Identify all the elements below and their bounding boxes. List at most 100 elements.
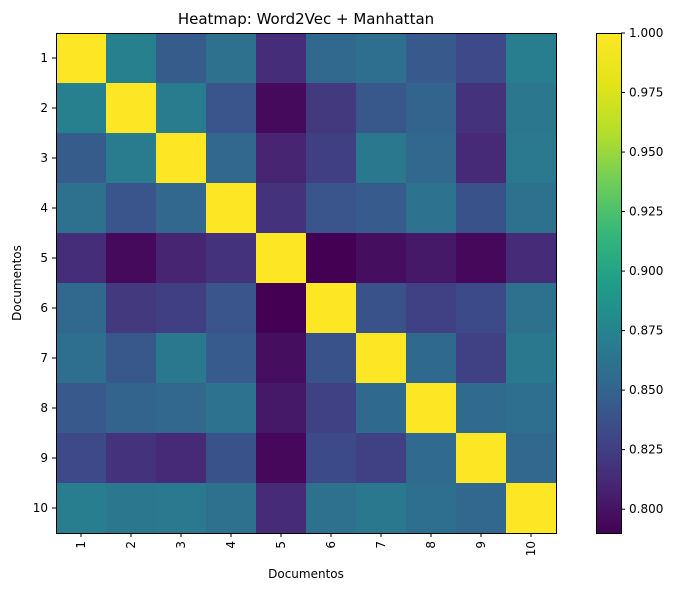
heatmap-cell [356,233,407,284]
colorbar-ticks: 0.800 0.825 0.850 0.875 0.900 0.925 0.950 0.975… [621,26,663,516]
heatmap-cell [306,483,357,534]
heatmap-cell [506,483,557,534]
y-axis-label: Documentos [10,245,24,321]
heatmap-cell [56,283,107,334]
heatmap-cell [256,483,307,534]
heatmap-cell [256,433,307,484]
heatmap-cell [106,83,157,134]
heatmap-cell [306,133,357,184]
heatmap-cell [506,433,557,484]
heatmap-cell [406,83,457,134]
x-tick-label: 7 [374,541,388,549]
colorbar-tick-label: 0.800 [629,502,663,516]
heatmap-cell [256,183,307,234]
heatmap-cell [406,383,457,434]
y-tick-label: 9 [40,451,48,465]
heatmap-cell [206,283,257,334]
heatmap-cell [506,83,557,134]
y-tick-label: 6 [40,301,48,315]
heatmap-cell [156,183,207,234]
y-tick-label: 8 [40,401,48,415]
heatmap-cell [306,83,357,134]
heatmap-cell [456,133,507,184]
x-tick-label: 2 [124,541,138,549]
y-tick-label: 3 [40,151,48,165]
heatmap-cell [456,383,507,434]
heatmap-cell [206,183,257,234]
heatmap-cell [106,33,157,84]
heatmap-cell [106,483,157,534]
x-tick-label: 5 [274,541,288,549]
colorbar-tick-label: 0.850 [629,383,663,397]
heatmap-cell [206,83,257,134]
heatmap-cell [56,33,107,84]
heatmap-cell [356,333,407,384]
heatmap-cell [506,333,557,384]
heatmap-cell [406,333,457,384]
heatmap-cell [206,233,257,284]
heatmap-cell [206,433,257,484]
colorbar-tick-label: 0.900 [629,264,663,278]
heatmap-cell [56,333,107,384]
heatmap-cell [306,433,357,484]
heatmap-cell [306,383,357,434]
colorbar-tick-label: 0.825 [629,443,663,457]
heatmap-cell [256,83,307,134]
heatmap-cell [256,133,307,184]
heatmap-cell [406,283,457,334]
heatmap-cell [256,333,307,384]
heatmap-cell [106,433,157,484]
heatmap-cell [506,233,557,284]
heatmap-cell [356,383,407,434]
y-axis-ticks: 1 2 3 4 5 6 7 8 9 10 [33,51,56,515]
heatmap-cell [406,233,457,284]
colorbar [596,33,621,534]
heatmap-cell [306,33,357,84]
heatmap-cell [106,333,157,384]
heatmap-cell [356,433,407,484]
y-tick-label: 4 [40,201,48,215]
heatmap-cell [56,433,107,484]
heatmap-cell [56,83,107,134]
heatmap-cells [56,33,557,534]
heatmap-cell [456,333,507,384]
heatmap-cell [156,283,207,334]
heatmap-cell [306,333,357,384]
x-tick-label: 6 [324,541,338,549]
heatmap-cell [106,133,157,184]
heatmap-cell [356,83,407,134]
heatmap-cell [156,33,207,84]
x-tick-label: 10 [524,541,538,556]
heatmap-cell [306,183,357,234]
heatmap-cell [256,283,307,334]
heatmap-cell [206,333,257,384]
heatmap-frame [56,33,557,534]
chart-title: Heatmap: Word2Vec + Manhattan [178,10,434,28]
colorbar-tick-label: 0.925 [629,205,663,219]
heatmap-cell [256,233,307,284]
heatmap-cell [56,383,107,434]
heatmap-cell [506,183,557,234]
heatmap-cell [56,233,107,284]
heatmap-cell [456,183,507,234]
heatmap-cell [506,383,557,434]
heatmap-cell [206,33,257,84]
heatmap-cell [506,33,557,84]
heatmap-cell [356,33,407,84]
heatmap-cell [456,483,507,534]
heatmap-cell [56,483,107,534]
heatmap-cell [256,33,307,84]
heatmap-cell [356,183,407,234]
heatmap-cell [456,233,507,284]
heatmap-cell [106,383,157,434]
heatmap-cell [156,483,207,534]
heatmap-cell [406,183,457,234]
heatmap-cell [256,383,307,434]
heatmap-cell [456,83,507,134]
heatmap-cell [106,233,157,284]
x-axis-label: Documentos [268,567,344,581]
heatmap-cell [106,183,157,234]
heatmap-cell [206,133,257,184]
heatmap-cell [356,133,407,184]
y-tick-label: 5 [40,251,48,265]
